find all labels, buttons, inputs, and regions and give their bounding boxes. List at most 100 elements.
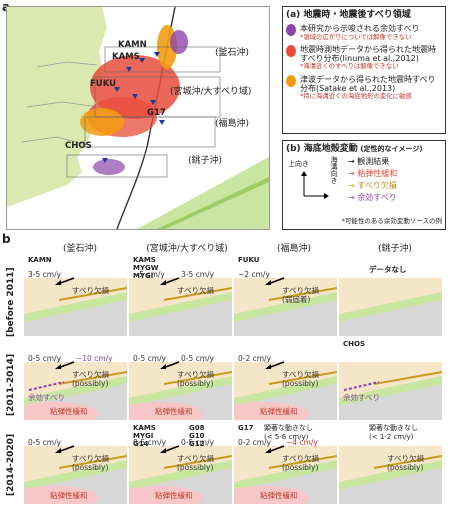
no-motion-note: 顕著な動きなし (< 5-6 cm/y) bbox=[264, 424, 313, 441]
observation-arrowhead bbox=[160, 280, 166, 285]
legend-b-title-note: (定性的なイメージ) bbox=[360, 145, 423, 153]
legend-slip-regions: (a) 地震時・地震後すべり領域 本研究から示唆される余効すべり *領域の広がりに… bbox=[282, 6, 446, 134]
axis-up-label: 上向き bbox=[288, 160, 309, 169]
afterslip-arrow-icon: → bbox=[348, 193, 355, 203]
afterslip-swatch bbox=[286, 24, 296, 37]
region-label-miyagi: (宮城沖/大すべり域) bbox=[170, 87, 252, 97]
cross-section-r2c1 bbox=[129, 445, 232, 504]
station-labels: CHOS bbox=[343, 340, 365, 348]
cell-r1c3: CHOS 余効すべり bbox=[339, 340, 442, 420]
legend-a-item-1: 地震時測地データから得られた地震時すべり分布(Iinuma et al.,201… bbox=[300, 44, 436, 64]
slip-deficit-line bbox=[58, 455, 127, 469]
plate-interface bbox=[234, 460, 337, 490]
cell-r1c2: 0-2 cm/y すべり欠損 (possibly) 粘弾性緩和 bbox=[234, 340, 337, 420]
velocity-label: 0-5 cm/y bbox=[133, 354, 167, 363]
cell-r2c2: G17 0-2 cm/y ~4 cm/y すべり欠損 (possibly) 粘弾性緩和 顕… bbox=[234, 424, 337, 504]
legend-a-item-2: 津波データから得られた地震時すべり分布(Satake et al.,2013) bbox=[300, 74, 436, 93]
plate-interface bbox=[24, 292, 127, 322]
cell-r0c1: KAMS MYGW MYGI ~5 cm/y 3-5 cm/y すべり欠損 bbox=[129, 256, 232, 336]
cross-section-r1c3 bbox=[339, 362, 442, 420]
slip-deficit-label: すべり欠損 (possibly) bbox=[282, 370, 319, 388]
slip-deficit-line bbox=[268, 287, 337, 301]
viscoelastic-label: 粘弾性緩和 bbox=[50, 407, 88, 416]
cross-section-r0c3 bbox=[339, 278, 442, 336]
velocity-label-2: 3-5 cm/y bbox=[181, 270, 215, 279]
viscoelastic-zone bbox=[129, 402, 204, 420]
slip-deficit-label: すべり欠損 (possibly) bbox=[282, 454, 319, 472]
slip-deficit-label: すべり欠損 (possibly) bbox=[177, 370, 214, 388]
land-area bbox=[7, 7, 107, 207]
legend-b-item-0: 観測結果 bbox=[357, 157, 390, 167]
slip-deficit-line bbox=[373, 371, 442, 385]
velocity-label: 0-5 cm/y bbox=[133, 438, 167, 447]
cross-section-r0c2 bbox=[234, 277, 337, 336]
afterslip-line bbox=[343, 381, 380, 391]
velocity-label: 0-2 cm/y bbox=[238, 354, 272, 363]
cross-section-r2c3 bbox=[339, 446, 442, 504]
afterslip-label: 余効すべり bbox=[28, 393, 65, 402]
legend-a-note-0: *領域の広がりについては解像できない bbox=[300, 32, 412, 41]
plate-interface bbox=[129, 460, 232, 490]
legend-seafloor-deformation: (b) 海底地殻変動 (定性的なイメージ) 上向き 海溝向き → 観測結果 → … bbox=[282, 140, 446, 230]
cross-section-r1c2 bbox=[234, 361, 337, 420]
legend-a-title: (a) 地震時・地震後すべり領域 bbox=[286, 10, 411, 20]
cell-r2c3: すべり欠損 (possibly) 顕著な動きなし (< 1-2 cm/y) bbox=[339, 424, 442, 504]
viscoelastic-label: 粘弾性緩和 bbox=[50, 491, 88, 500]
observation-arrowhead bbox=[55, 280, 61, 285]
no-motion-note: 顕著な動きなし (< 1-2 cm/y) bbox=[369, 424, 418, 441]
no-data-label: データなし bbox=[369, 265, 407, 274]
row-header-2011-2014: [2011-2014] bbox=[6, 353, 16, 417]
observation-arrowhead bbox=[265, 364, 271, 369]
cross-section-r1c0 bbox=[24, 361, 127, 420]
legend-a-note-2: *特に海溝近くの海底地形の変化に敏感 bbox=[300, 92, 412, 100]
map-panel bbox=[6, 6, 270, 230]
legend-a-item-0: 本研究から示唆される余効すべり bbox=[300, 24, 420, 34]
plate-interface bbox=[24, 376, 127, 406]
slip-deficit-line bbox=[58, 287, 127, 301]
cross-section-r2c2 bbox=[234, 445, 337, 504]
cross-section-r0c0 bbox=[24, 277, 127, 336]
velocity-label: ~5 cm/y bbox=[133, 270, 165, 279]
slip-deficit-label: すべり欠損 (possibly) bbox=[387, 454, 424, 472]
velocity-label: 0-5 cm/y bbox=[28, 438, 62, 447]
slip-deficit-label: すべり欠損 bbox=[177, 286, 214, 295]
cell-r0c2: FUKU ~2 cm/y すべり欠損 (弱固着) bbox=[234, 256, 337, 336]
region-label-kamaishi: (釜石沖) bbox=[215, 48, 250, 58]
tsunami-slip-swatch bbox=[286, 74, 296, 87]
legend-b-title: (b) 海底地殻変動 bbox=[286, 144, 358, 154]
observation-arrowhead bbox=[265, 448, 271, 453]
region-label-choshi: (銚子沖) bbox=[188, 156, 223, 166]
station-label-g17: G17 bbox=[147, 108, 166, 118]
slip-deficit-line bbox=[268, 371, 337, 385]
viscoelastic-label: 粘弾性緩和 bbox=[155, 407, 193, 416]
row-header-2014-2020: [2014-2020] bbox=[6, 433, 16, 497]
station-labels: G17 bbox=[238, 424, 254, 432]
viscoelastic-label: 粘弾性緩和 bbox=[155, 491, 193, 500]
velocity-label: ~2 cm/y bbox=[238, 270, 270, 279]
slip-deficit-label: すべり欠損 (弱固着) bbox=[282, 286, 319, 304]
plate-interface bbox=[129, 292, 232, 322]
cell-r1c0: 0-5 cm/y ~10 cm/y すべり欠損 (possibly) 余効すべり 粘弾性… bbox=[24, 340, 127, 420]
velocity-label: 0-2 cm/y bbox=[238, 438, 272, 447]
col-header-miyagi: (宮城沖/大すべり域) bbox=[146, 244, 228, 254]
region-label-fukushima: (福島沖) bbox=[215, 119, 250, 129]
station-label-fuku: FUKU bbox=[90, 79, 117, 89]
observation-arrowhead bbox=[55, 448, 61, 453]
velocity-label-2: ~10 cm/y bbox=[76, 354, 113, 363]
viscoelastic-zone bbox=[234, 486, 309, 504]
cell-r1c1: 0-5 cm/y 0-5 cm/y すべり欠損 (possibly) 粘弾性緩和 bbox=[129, 340, 232, 420]
cross-section-r2c0 bbox=[24, 445, 127, 504]
plate-interface bbox=[339, 376, 442, 406]
velocity-label: 3-5 cm/y bbox=[28, 270, 62, 279]
legend-b-item-2: すべり欠損 bbox=[357, 181, 397, 191]
velocity-label-2: 0-5 cm/y bbox=[181, 354, 215, 363]
slip-deficit-label: すべり欠損 (possibly) bbox=[72, 454, 109, 472]
japan-map bbox=[7, 7, 269, 229]
legend-b-item-3: 余効すべり bbox=[357, 193, 397, 203]
viscoelastic-zone bbox=[234, 402, 309, 420]
velocity-label-2: 0-5 cm/y bbox=[181, 438, 215, 447]
viscoelastic-zone bbox=[24, 486, 99, 504]
velocity-label-2: ~4 cm/y bbox=[286, 438, 318, 447]
panel-b-letter: b bbox=[2, 232, 11, 246]
slip-deficit-arrow-icon: → bbox=[348, 181, 355, 191]
